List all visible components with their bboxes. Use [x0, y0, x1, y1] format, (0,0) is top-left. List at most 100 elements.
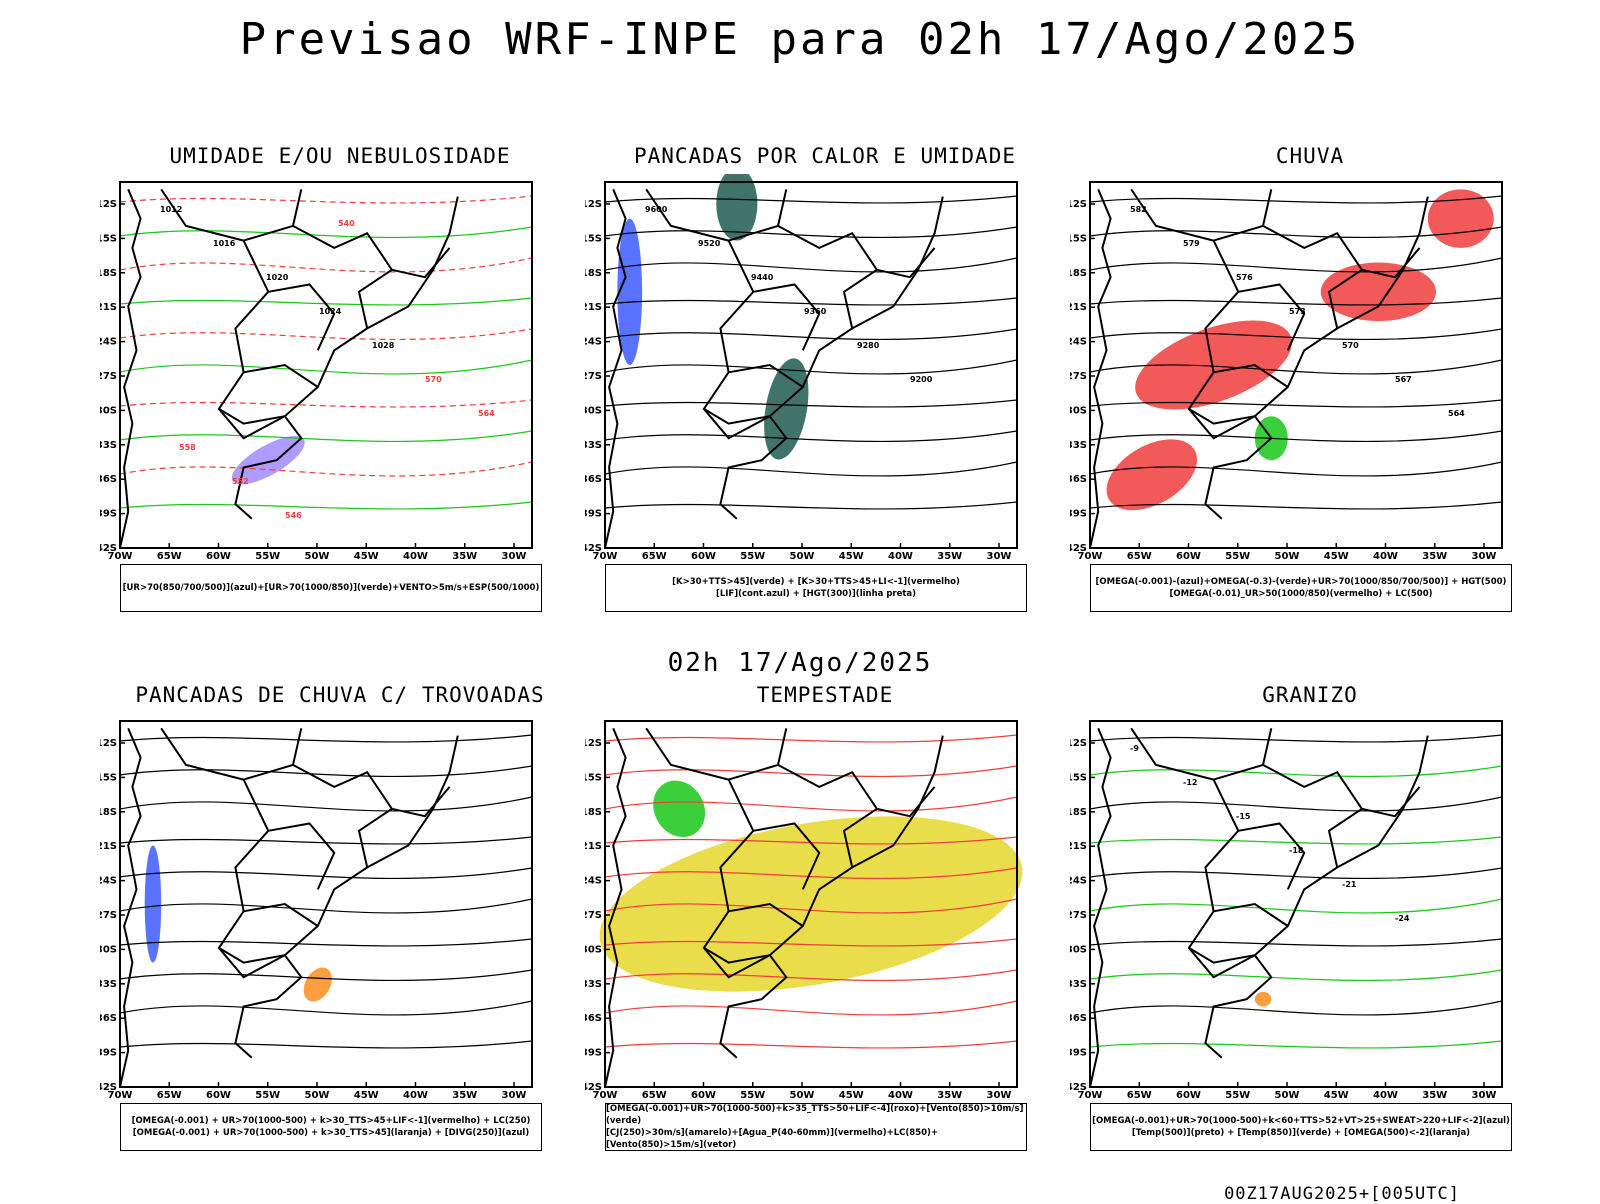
contour-label: -15	[1236, 812, 1251, 821]
border-line	[243, 763, 394, 868]
contour-label: 9440	[751, 273, 774, 282]
border-line	[645, 188, 944, 440]
legend-box: [OMEGA(-0.001)+UR>70(1000-500)+k>35_TTS>…	[605, 1103, 1027, 1151]
lon-label: 60W	[1176, 1090, 1201, 1101]
lat-label: 18S	[1070, 807, 1087, 818]
lat-label: 42S	[100, 543, 117, 554]
lon-label: 45W	[354, 1090, 379, 1101]
contour-line	[119, 796, 533, 812]
border-line	[728, 363, 804, 388]
lon-label: 55W	[740, 551, 765, 562]
lat-label: 15S	[100, 772, 117, 783]
contour-line	[1089, 501, 1503, 510]
lat-label: 33S	[585, 979, 602, 990]
plot-frame	[1089, 181, 1503, 549]
lon-label: 45W	[1324, 551, 1349, 562]
coastline	[119, 727, 142, 1088]
lon-label: 60W	[206, 551, 231, 562]
lat-label: 42S	[585, 543, 602, 554]
border-line	[703, 408, 788, 520]
legend-line: [K>30+TTS>45](verde) + [K>30+TTS>45+LI<-…	[672, 577, 960, 587]
lat-label: 42S	[1070, 1082, 1087, 1093]
lat-label: 36S	[100, 474, 117, 485]
contour-line	[1089, 328, 1503, 341]
map-umidade: 1012 1016 1020 1024 1028 570 564 558 552 546 540 12…	[100, 181, 533, 562]
lat-label: 33S	[100, 979, 117, 990]
border-line	[1361, 247, 1421, 279]
contour-label: 564	[478, 409, 495, 418]
legend-box: [K>30+TTS>45](verde) + [K>30+TTS>45+LI<-…	[605, 564, 1027, 612]
legend-box: [OMEGA(-0.001)+UR>70(1000-500)+k<60+TTS>…	[1090, 1103, 1512, 1151]
contour-line	[604, 796, 1018, 812]
lat-label: 39S	[585, 1048, 602, 1059]
contour-label: 1016	[213, 239, 236, 248]
border-line	[645, 727, 944, 979]
contour-line	[604, 359, 1018, 375]
lat-label: 30S	[100, 944, 117, 955]
contour-label: 9280	[857, 341, 880, 350]
plot-frame	[604, 720, 1018, 1088]
lon-label: 35W	[937, 551, 962, 562]
contour-label: 570	[425, 375, 442, 384]
border-line	[1213, 902, 1289, 927]
legend-box: [OMEGA(-0.001)-(azul)+OMEGA(-0.3)-(verde…	[1090, 564, 1512, 612]
lat-label: 21S	[100, 841, 117, 852]
lon-label: 55W	[1225, 551, 1250, 562]
lon-label: 70W	[108, 1090, 133, 1101]
lat-label: 39S	[100, 1048, 117, 1059]
border-line	[1361, 786, 1421, 818]
contour-line	[119, 430, 533, 443]
contour-line	[604, 969, 1018, 982]
lat-label: 36S	[1070, 1013, 1087, 1024]
lon-label: 30W	[1472, 551, 1497, 562]
lon-label: 40W	[1373, 1090, 1398, 1101]
contour-line	[119, 359, 533, 375]
contour-label: 9200	[910, 375, 933, 384]
contour-line	[604, 297, 1018, 306]
border-line	[1213, 763, 1364, 868]
legend-line: [LIF](cont.azul) + [HGT(300)](linha pret…	[715, 589, 917, 599]
contour-line	[604, 461, 1018, 477]
contour-label: 1020	[266, 273, 289, 282]
field-region	[617, 218, 643, 365]
contour-line	[119, 1040, 533, 1049]
lon-label: 55W	[1225, 1090, 1250, 1101]
lon-label: 40W	[888, 551, 913, 562]
panel-trovoadas: PANCADAS DE CHUVA C/ TROVOADAS 12S 15S 18S…	[100, 683, 580, 1151]
lat-label: 27S	[100, 371, 117, 382]
lon-label: 45W	[839, 551, 864, 562]
lat-label: 42S	[585, 1082, 602, 1093]
field-region	[599, 816, 1023, 992]
lon-label: 35W	[1422, 551, 1447, 562]
lat-label: 33S	[1070, 440, 1087, 451]
plot-frame	[1089, 720, 1503, 1088]
contour-label: 546	[285, 511, 302, 520]
mid-date: 02h 17/Ago/2025	[667, 648, 933, 678]
legend-line: [OMEGA(-0.001) + UR>70(1000-500) + k>30_…	[131, 1116, 531, 1126]
legend-line: [UR>70(850/700/500)](azul)+[UR>70(1000/8…	[122, 583, 540, 593]
contour-line	[119, 257, 533, 273]
lat-label: 30S	[585, 944, 602, 955]
contour-line	[1089, 969, 1503, 982]
border-line	[753, 822, 821, 890]
border-line	[777, 728, 788, 766]
panel-title: GRANIZO	[1262, 683, 1358, 707]
field-region	[231, 435, 305, 485]
panel-title: PANCADAS POR CALOR E UMIDADE	[633, 144, 1016, 168]
contour-line	[604, 836, 1018, 845]
contour-label: 1012	[160, 205, 182, 214]
contour-line	[1089, 430, 1503, 443]
field-region	[1135, 320, 1293, 410]
border-line	[292, 728, 303, 766]
panel-title: PANCADAS DE CHUVA C/ TROVOADAS	[135, 683, 545, 707]
lon-label: 65W	[157, 551, 182, 562]
contour-line	[1089, 359, 1503, 375]
lon-label: 50W	[790, 1090, 815, 1101]
contour-label: -18	[1289, 846, 1304, 855]
lon-label: 40W	[888, 1090, 913, 1101]
border-line	[243, 363, 319, 388]
field-region	[653, 780, 706, 838]
page-title: Previsao WRF-INPE para 02h 17/Ago/2025	[239, 14, 1361, 65]
contour-label: 9600	[645, 205, 668, 214]
lat-label: 36S	[1070, 474, 1087, 485]
